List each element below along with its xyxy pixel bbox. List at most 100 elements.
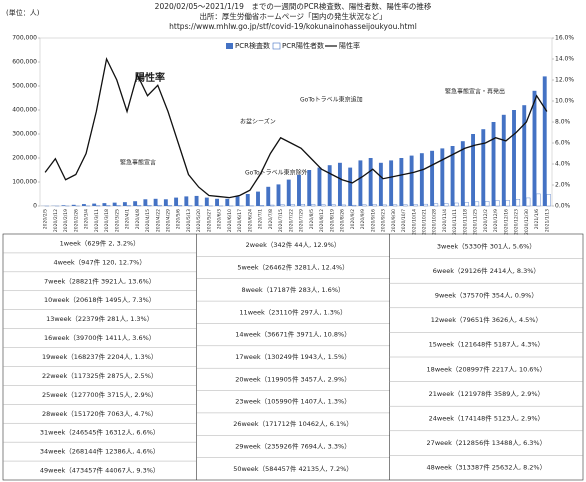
bar (71, 204, 76, 206)
bar (153, 198, 158, 206)
bar (215, 198, 219, 206)
bar (204, 197, 209, 206)
bar (450, 146, 455, 206)
legend-swatch (226, 43, 233, 49)
bar (133, 201, 138, 206)
bar (235, 196, 240, 206)
x-tick-label: 2020/6/10 (227, 209, 233, 232)
x-tick-label: 2020/8/26 (340, 209, 346, 232)
table-cell: 8week（17187件 283人, 1.6%） (241, 285, 344, 294)
y-tick-label: 200,000 (12, 155, 37, 162)
legend-swatch (272, 42, 281, 50)
bar (174, 197, 179, 206)
table-cell: 50week（584457件 42135人, 7.2%） (233, 464, 353, 473)
bar (392, 204, 398, 207)
x-tick-label: 2020/11/18 (462, 209, 468, 235)
y2-tick-label: 16.0% (555, 35, 574, 42)
bar (464, 202, 469, 207)
x-tick-label: 2020/4/29 (166, 209, 172, 232)
table-cell: 13week（22379件 281人, 1.3%） (46, 314, 153, 323)
x-tick-label: 2020/7/29 (299, 209, 305, 232)
table-cell: 20week（119905件 3457人, 2.9%） (235, 374, 350, 383)
x-tick-label: 2020/12/16 (503, 209, 509, 235)
table-cell: 5week（26462件 3281人, 12.4%） (237, 263, 348, 272)
table-cell: 24week（174148件 5123人, 2.9%） (429, 414, 544, 423)
x-tick-label: 2020/7/8 (268, 209, 274, 229)
bar (378, 162, 383, 206)
bar (430, 150, 435, 206)
bar (297, 174, 301, 206)
bar (112, 202, 117, 206)
y2-tick-label: 4.0% (555, 161, 571, 168)
x-tick-label: 2020/7/1 (258, 209, 264, 229)
table-cell: 2week（342件 44人, 12.9%） (246, 240, 341, 249)
bar (61, 205, 66, 206)
x-tick-label: 2020/6/17 (237, 209, 243, 232)
bar (348, 167, 353, 206)
y2-tick-label: 8.0% (555, 119, 571, 126)
table-cell: 26week（171712件 10462人, 6.1%） (233, 419, 353, 428)
x-tick-label: 2020/10/7 (401, 209, 407, 232)
table-cell: 18week（208997件 2217人, 10.6%） (427, 364, 547, 373)
table-cell: 29week（235926件 7694人, 3.3%） (235, 441, 350, 450)
x-tick-label: 2020/3/25 (114, 209, 120, 232)
bar (505, 200, 510, 207)
bar (290, 204, 295, 207)
x-tick-label: 2020/7/22 (288, 209, 294, 232)
x-tick-label: 2020/5/20 (196, 209, 202, 232)
table-cell: 21week（121978件 3589人, 2.9%） (429, 389, 544, 398)
chart-source: https://www.mhlw.go.jp/stf/covid-19/koku… (169, 22, 417, 31)
bar (440, 148, 445, 206)
legend-entry: 陽性率 (339, 41, 360, 50)
annotation: GoToトラベル東京除外 (245, 169, 308, 177)
x-tick-label: 2020/4/22 (155, 209, 161, 232)
x-tick-label: 2020/5/6 (176, 209, 182, 229)
table-cell: 6week（29126件 2414人, 8.3%） (433, 266, 540, 275)
chart-subtitle: 出所：厚生労働省ホームページ「国内の発生状況など」 (199, 11, 386, 21)
x-tick-label: 2020/8/5 (309, 209, 315, 229)
bar (225, 198, 230, 206)
bar (362, 204, 367, 207)
y2-tick-label: 0.0% (555, 203, 571, 210)
table-cell: 25week（127700件 3715人, 2.9%） (42, 390, 157, 399)
y-tick-label: 300,000 (12, 131, 37, 138)
bar (157, 204, 162, 207)
bar (184, 196, 189, 206)
bar (310, 204, 316, 207)
bar (81, 204, 86, 206)
x-tick-label: 2020/10/28 (432, 209, 438, 235)
bar (409, 155, 414, 206)
y-tick-label: 0 (33, 203, 37, 210)
x-tick-label: 2020/6/24 (247, 209, 253, 232)
x-tick-label: 2020/3/18 (104, 209, 110, 232)
bar (389, 160, 394, 206)
bar (143, 199, 148, 206)
y-tick-label: 100,000 (12, 179, 37, 186)
x-tick-label: 2021/1/6 (534, 209, 540, 229)
bar (327, 165, 332, 206)
x-tick-label: 2020/11/25 (473, 209, 479, 235)
x-tick-label: 2020/4/15 (145, 209, 151, 232)
bar (413, 204, 418, 207)
bar (358, 160, 363, 206)
table-cell: 48week（313387件 25632人, 8.2%） (427, 463, 547, 472)
bar (300, 204, 306, 207)
x-tick-label: 2020/12/23 (514, 209, 520, 235)
table-cell: 11week（23110件 297人, 1.3%） (239, 307, 346, 316)
table-cell: 15week（121648件 5187人, 4.3%） (429, 340, 544, 349)
table-cell: 12week（79651件 3626人, 4.5%） (431, 315, 542, 324)
bar (536, 193, 541, 207)
y2-tick-label: 6.0% (555, 140, 571, 147)
annotation: お盆シーズン (240, 118, 276, 126)
y-tick-label: 500,000 (12, 83, 37, 90)
x-tick-label: 2020/8/19 (329, 209, 335, 232)
x-tick-label: 2020/5/27 (206, 209, 212, 232)
table-cell: 14week（36671件 3971人, 10.8%） (235, 330, 350, 339)
y2-tick-label: 14.0% (555, 56, 574, 63)
x-tick-label: 2020/3/4 (84, 209, 90, 229)
bar (337, 162, 342, 206)
table-cell: 9week（37570件 354人, 0.9%） (435, 291, 538, 300)
y2-tick-label: 10.0% (555, 98, 574, 105)
bar (266, 186, 271, 206)
